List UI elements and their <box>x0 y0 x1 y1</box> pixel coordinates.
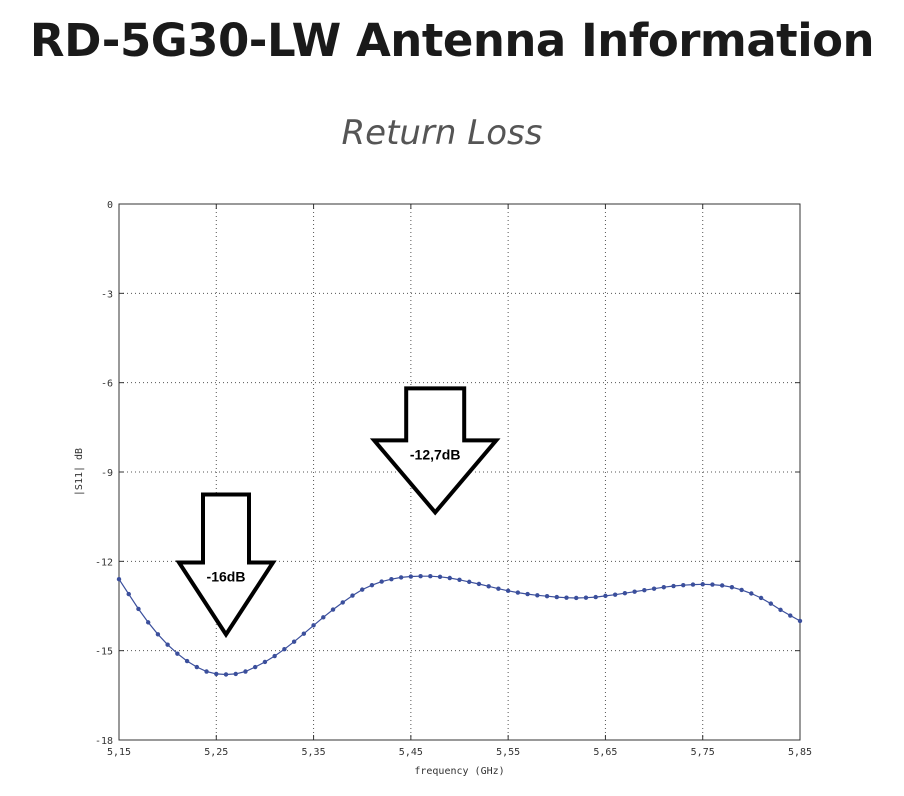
x-tick-label: 5,15 <box>107 747 131 758</box>
data-point <box>223 672 229 677</box>
data-point <box>603 593 608 599</box>
data-point <box>651 586 657 591</box>
data-point <box>525 591 530 597</box>
data-point <box>749 591 754 596</box>
data-point <box>467 579 472 585</box>
data-point <box>729 585 735 590</box>
data-point <box>544 593 550 599</box>
data-point <box>612 592 618 597</box>
data-point <box>330 607 336 612</box>
x-axis-title: frequency (GHz) <box>414 766 504 777</box>
data-point <box>486 584 491 589</box>
y-tick-label: -15 <box>95 647 113 658</box>
data-point <box>136 606 141 612</box>
data-point <box>671 583 676 589</box>
data-point <box>739 587 744 593</box>
data-point <box>496 586 501 591</box>
y-tick-label: -18 <box>95 736 113 747</box>
data-point <box>515 590 521 595</box>
data-point <box>476 581 482 587</box>
data-point <box>165 642 170 647</box>
x-tick-label: 5,65 <box>593 747 617 758</box>
y-axis-title: |S11| dB <box>74 448 85 496</box>
data-point <box>155 632 161 637</box>
y-tick-label: -12 <box>95 557 113 568</box>
data-point <box>788 613 793 618</box>
data-point <box>778 607 783 613</box>
callout-label: -12,7dB <box>410 446 461 462</box>
data-point <box>797 618 803 624</box>
data-point <box>447 575 452 581</box>
data-point <box>126 591 131 597</box>
data-point <box>321 615 326 620</box>
data-point <box>457 577 462 582</box>
data-point <box>719 583 725 588</box>
data-point <box>291 639 297 644</box>
data-point <box>710 582 715 587</box>
data-point <box>262 659 268 665</box>
data-point <box>184 658 190 664</box>
data-point <box>204 669 209 674</box>
data-point <box>175 651 180 656</box>
data-point <box>194 664 200 670</box>
data-point <box>282 646 287 652</box>
y-tick-label: -9 <box>101 468 113 479</box>
y-tick-label: -3 <box>101 289 113 300</box>
data-point <box>350 593 355 598</box>
data-point <box>642 588 647 593</box>
x-tick-label: 5,45 <box>399 747 423 758</box>
data-point <box>311 623 316 628</box>
data-point <box>360 587 365 592</box>
data-point <box>768 601 774 606</box>
x-tick-label: 5,55 <box>496 747 520 758</box>
data-point <box>583 595 589 600</box>
axis-ticks: 5,15 5,25 5,35 5,45 5,55 5,65 5,75 5,85 0 -3 -6 -9 -… <box>95 200 812 758</box>
data-point <box>233 671 238 677</box>
data-point <box>758 595 764 601</box>
data-point <box>632 589 637 594</box>
callout-label: -16dB <box>207 568 246 584</box>
data-point <box>272 653 277 659</box>
data-point <box>554 594 559 600</box>
data-point <box>622 590 628 596</box>
data-point <box>145 620 151 625</box>
data-point <box>389 577 394 582</box>
data-point <box>535 593 540 598</box>
data-point <box>690 582 696 587</box>
data-point <box>437 574 443 580</box>
data-point <box>418 574 423 579</box>
y-tick-label: -6 <box>101 379 113 390</box>
data-point <box>369 582 375 588</box>
data-point <box>681 582 686 588</box>
x-tick-label: 5,75 <box>691 747 715 758</box>
data-point <box>243 669 248 674</box>
data-point <box>253 664 258 670</box>
data-point <box>340 600 345 605</box>
data-point <box>379 579 384 584</box>
series-layer <box>116 574 803 677</box>
callout-arrow <box>369 386 501 516</box>
data-point <box>398 575 404 580</box>
page-title: RD-5G30-LW Antenna Information <box>29 14 875 67</box>
data-point <box>661 585 666 590</box>
x-tick-label: 5,85 <box>788 747 812 758</box>
data-point <box>214 671 219 677</box>
data-point <box>593 594 598 600</box>
data-point <box>428 574 433 579</box>
x-tick-label: 5,25 <box>204 747 228 758</box>
data-point <box>408 574 414 579</box>
y-tick-label: 0 <box>107 200 113 211</box>
data-point <box>505 588 511 594</box>
data-point <box>574 595 579 601</box>
x-tick-label: 5,35 <box>302 747 326 758</box>
data-point <box>301 631 307 636</box>
annotations: -16dB -12,7dB <box>175 386 501 639</box>
data-point <box>116 577 122 582</box>
callout-arrow <box>175 492 277 639</box>
data-point <box>564 595 569 600</box>
chart-title: Return Loss <box>341 113 543 153</box>
data-point <box>700 582 705 587</box>
